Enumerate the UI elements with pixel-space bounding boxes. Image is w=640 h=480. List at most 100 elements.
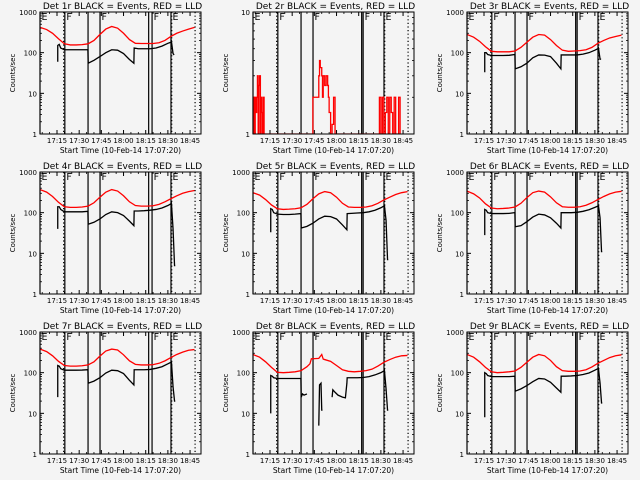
x-tick-label: 18:00: [540, 297, 560, 305]
y-tick-label: 1: [33, 291, 37, 299]
lld-series-line: [253, 59, 402, 134]
mode-marker-label: E: [42, 332, 48, 343]
x-tick-label: 18:00: [113, 137, 133, 145]
detector-panel-3: Det 3r BLACK = Events, RED = LLD Counts/s…: [436, 2, 629, 155]
detector-panel-9: Det 9r BLACK = Events, RED = LLD Counts/s…: [436, 322, 629, 475]
mode-marker-label: F: [365, 172, 370, 183]
mode-marker-label: F: [578, 12, 583, 23]
y-tick-label: 1000: [233, 329, 251, 337]
mode-marker-label: E: [255, 12, 261, 23]
mode-marker-label: E: [386, 172, 392, 183]
x-tick-label: 18:00: [327, 297, 347, 305]
y-tick-label: 1: [246, 291, 250, 299]
mode-marker-label: F: [280, 172, 285, 183]
x-tick-label: 17:45: [305, 297, 325, 305]
mode-marker-label: F: [493, 172, 498, 183]
mode-marker-label: E: [468, 12, 474, 23]
x-axis-label: Start Time (10-Feb-14 17:07:20): [60, 306, 181, 315]
y-tick-label: 100: [450, 210, 463, 218]
x-tick-label: 17:15: [474, 137, 494, 145]
plot-frame: [466, 11, 629, 135]
x-tick-label: 18:45: [607, 297, 627, 305]
y-tick-label: 1: [459, 131, 463, 139]
detector-panel-1: Det 1r BLACK = Events, RED = LLD Counts/s…: [9, 2, 202, 155]
panel-title: Det 1r BLACK = Events, RED = LLD: [43, 2, 202, 12]
y-tick-label: 1000: [19, 169, 37, 177]
mode-marker-label: E: [386, 332, 392, 343]
x-tick-label: 18:30: [158, 457, 178, 465]
y-tick-label: 1000: [446, 9, 464, 17]
mode-marker-label: F: [365, 12, 370, 23]
mode-marker-label: F: [154, 332, 159, 343]
mode-marker-label: F: [365, 332, 370, 343]
x-tick-label: 17:30: [282, 137, 302, 145]
lld-series-line: [253, 190, 408, 211]
x-tick-label: 18:45: [607, 457, 627, 465]
x-tick-label: 17:15: [47, 137, 67, 145]
mode-marker-label: E: [386, 12, 392, 23]
detector-panel-2: Det 2r BLACK = Events, RED = LLD Counts/s…: [222, 2, 415, 155]
x-tick-label: 17:45: [91, 457, 111, 465]
y-axis-label: Counts/sec: [9, 374, 17, 413]
detector-panel-8: Det 8r BLACK = Events, RED = LLD Counts/s…: [222, 322, 415, 475]
x-tick-label: 18:30: [158, 297, 178, 305]
mode-marker-label: E: [255, 172, 261, 183]
mode-marker-label: F: [102, 12, 107, 23]
lld-series-line: [253, 353, 408, 374]
x-tick-label: 17:45: [518, 137, 538, 145]
x-tick-label: 17:45: [305, 137, 325, 145]
x-tick-label: 18:15: [349, 137, 369, 145]
x-tick-label: 18:45: [180, 137, 200, 145]
plot-frame: [466, 171, 629, 295]
x-tick-label: 17:45: [91, 297, 111, 305]
x-tick-label: 17:15: [474, 457, 494, 465]
events-series-line: [483, 367, 602, 418]
x-tick-label: 17:30: [496, 297, 516, 305]
x-tick-label: 17:30: [496, 137, 516, 145]
y-tick-label: 10: [28, 90, 37, 98]
y-tick-label: 10: [241, 410, 250, 418]
panel-title: Det 2r BLACK = Events, RED = LLD: [256, 2, 415, 12]
x-tick-label: 17:45: [518, 297, 538, 305]
x-tick-label: 18:00: [113, 297, 133, 305]
x-axis-label: Start Time (10-Feb-14 17:07:20): [487, 306, 608, 315]
y-tick-label: 1000: [19, 329, 37, 337]
x-tick-label: 17:30: [282, 457, 302, 465]
x-tick-label: 17:45: [518, 457, 538, 465]
x-tick-label: 18:30: [371, 297, 391, 305]
y-tick-label: 100: [450, 370, 463, 378]
y-tick-label: 10: [28, 410, 37, 418]
mode-marker-label: E: [172, 12, 178, 23]
y-tick-label: 1: [459, 291, 463, 299]
panel-title: Det 9r BLACK = Events, RED = LLD: [470, 322, 629, 332]
y-axis-label: Counts/sec: [222, 54, 230, 93]
x-tick-label: 18:15: [349, 297, 369, 305]
y-axis-label: Counts/sec: [436, 54, 444, 93]
mode-marker-label: E: [255, 332, 261, 343]
y-axis-label: Counts/sec: [222, 374, 230, 413]
y-tick-label: 10: [455, 250, 464, 258]
mode-marker-label: F: [528, 332, 533, 343]
x-tick-label: 18:30: [371, 457, 391, 465]
y-axis-label: Counts/sec: [436, 374, 444, 413]
events-series-line: [483, 46, 602, 73]
x-tick-label: 18:15: [562, 297, 582, 305]
x-tick-label: 17:45: [91, 137, 111, 145]
y-tick-label: 10: [455, 90, 464, 98]
plot-frame: [252, 11, 415, 135]
panel-title: Det 8r BLACK = Events, RED = LLD: [256, 322, 415, 332]
x-tick-label: 17:15: [260, 457, 280, 465]
mode-marker-label: F: [66, 12, 71, 23]
y-tick-label: 1000: [233, 169, 251, 177]
y-tick-label: 100: [24, 370, 37, 378]
y-axis-label: Counts/sec: [9, 54, 17, 93]
detector-panel-6: Det 6r BLACK = Events, RED = LLD Counts/s…: [436, 162, 629, 315]
y-tick-label: 1: [33, 451, 37, 459]
panel-title: Det 4r BLACK = Events, RED = LLD: [43, 162, 202, 172]
mode-marker-label: E: [599, 12, 605, 23]
x-tick-label: 18:15: [136, 297, 156, 305]
mode-marker-label: E: [468, 172, 474, 183]
mode-marker-label: F: [493, 332, 498, 343]
mode-marker-label: F: [528, 172, 533, 183]
x-tick-label: 18:45: [180, 297, 200, 305]
